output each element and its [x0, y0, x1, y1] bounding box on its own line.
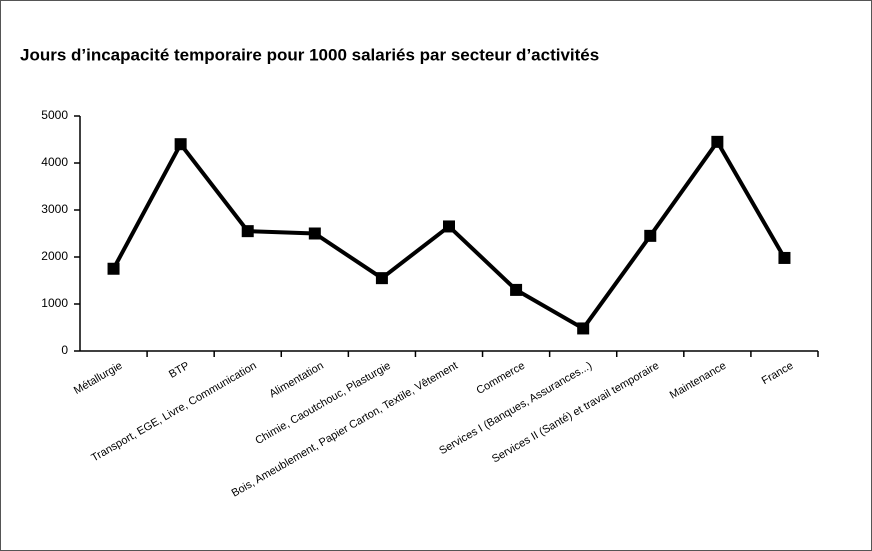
- y-tick-label: 2000: [41, 249, 68, 263]
- marker: [510, 283, 523, 296]
- marker: [174, 138, 187, 151]
- y-tick-label: 4000: [41, 155, 68, 169]
- marker: [241, 225, 254, 238]
- y-tick-label: 5000: [41, 108, 68, 122]
- marker: [577, 322, 590, 335]
- y-tick-label: 3000: [41, 202, 68, 216]
- marker: [711, 135, 724, 148]
- marker: [778, 251, 791, 264]
- y-tick-label: 1000: [41, 296, 68, 310]
- marker: [443, 220, 455, 233]
- y-tick-label: 0: [61, 343, 68, 357]
- marker: [308, 227, 321, 240]
- marker: [107, 262, 120, 275]
- marker: [375, 272, 388, 285]
- marker: [644, 229, 657, 242]
- chart-title: Jours d’incapacité temporaire pour 1000 …: [20, 45, 599, 64]
